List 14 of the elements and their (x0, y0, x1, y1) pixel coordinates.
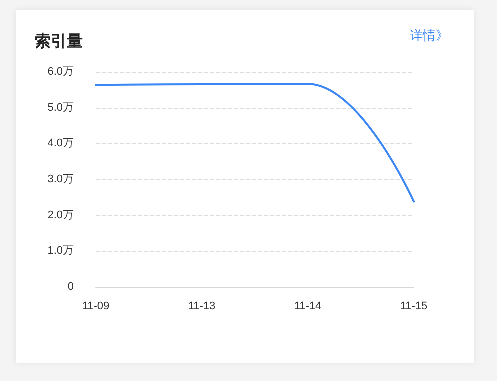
x-tick-label: 11-14 (294, 300, 322, 312)
text: 详情》 (410, 29, 449, 44)
y-tick-label: 1.0万 (48, 245, 74, 258)
x-tick-label: 11-15 (400, 300, 428, 312)
chart-title: 索引量 (35, 32, 83, 50)
line-series (95, 83, 415, 203)
y-tick-label: 5.0万 (48, 102, 74, 114)
y-tick-label: 6.0万 (48, 66, 74, 78)
y-tick-label: 2.0万 (48, 209, 74, 222)
y-tick-label: 4.0万 (48, 138, 74, 150)
y-tick-label: 0 (68, 281, 74, 293)
x-tick-label: 11-09 (82, 300, 110, 312)
y-tick-label: 3.0万 (48, 174, 74, 186)
x-tick-label: 11-13 (188, 300, 216, 312)
